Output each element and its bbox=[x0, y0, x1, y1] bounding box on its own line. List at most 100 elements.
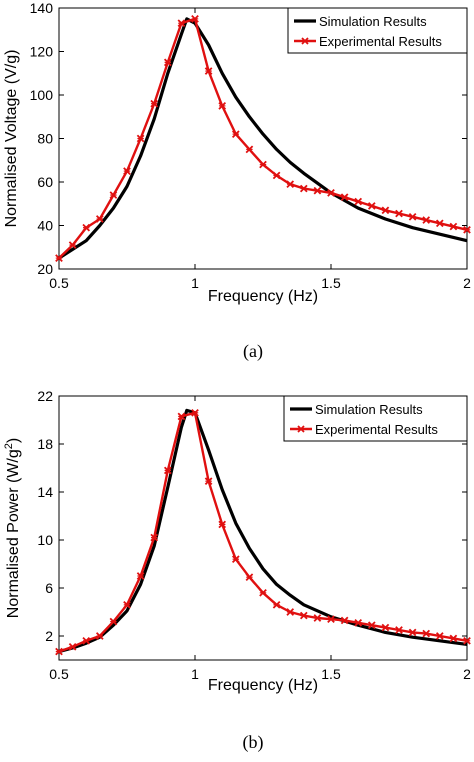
y-tick-label: 20 bbox=[37, 261, 53, 277]
data-point-experimental bbox=[191, 408, 199, 417]
data-point-experimental bbox=[68, 241, 77, 249]
data-point-experimental bbox=[299, 184, 308, 193]
legend-box bbox=[283, 395, 468, 442]
data-point-experimental bbox=[354, 618, 363, 627]
data-point-experimental bbox=[136, 572, 145, 580]
data-point-experimental bbox=[435, 219, 444, 228]
panel-caption: (a) bbox=[243, 341, 263, 362]
data-point-experimental bbox=[82, 223, 91, 232]
y-tick-label: 2 bbox=[45, 628, 53, 644]
data-point-experimental bbox=[82, 636, 91, 645]
data-point-experimental bbox=[136, 134, 145, 143]
y-axis-label: Normalised Voltage (V/g) bbox=[3, 50, 20, 228]
y-tick-label: 100 bbox=[30, 87, 54, 103]
legend-marker bbox=[297, 425, 305, 433]
data-point-experimental bbox=[218, 520, 227, 529]
legend-label: Simulation Results bbox=[319, 14, 427, 29]
series-line-simulation bbox=[58, 17, 468, 260]
series-line-experimental bbox=[58, 17, 468, 259]
data-point-experimental bbox=[422, 629, 431, 638]
y-tick-label: 22 bbox=[37, 388, 53, 404]
legend-marker bbox=[301, 37, 309, 45]
legend: Simulation Results Experimental Results bbox=[287, 7, 468, 54]
data-point-experimental bbox=[381, 206, 390, 215]
x-tick-label: 1 bbox=[191, 275, 199, 291]
data-point-experimental bbox=[327, 189, 335, 197]
legend-label: Experimental Results bbox=[319, 34, 442, 49]
data-point-experimental bbox=[422, 216, 431, 224]
data-point-experimental bbox=[109, 191, 118, 199]
data-point-experimental bbox=[313, 186, 322, 195]
data-point-experimental bbox=[231, 555, 240, 564]
data-point-experimental bbox=[408, 212, 417, 221]
x-tick-label: 1.5 bbox=[321, 666, 341, 682]
data-point-experimental bbox=[191, 15, 199, 23]
data-point-experimental bbox=[177, 19, 186, 28]
data-point-experimental bbox=[123, 167, 131, 175]
data-point-experimental bbox=[286, 180, 295, 189]
data-point-experimental bbox=[55, 647, 63, 656]
data-point-experimental bbox=[218, 102, 227, 110]
data-point-experimental bbox=[204, 67, 213, 75]
data-point-experimental bbox=[231, 130, 240, 138]
data-point-experimental bbox=[95, 215, 104, 223]
y-tick-label: 6 bbox=[45, 580, 53, 596]
x-axis-label: Frequency (Hz) bbox=[208, 288, 318, 305]
y-tick-label: 120 bbox=[30, 44, 54, 60]
data-point-experimental bbox=[463, 226, 471, 234]
series-line-simulation bbox=[58, 408, 468, 654]
data-point-experimental bbox=[367, 621, 376, 630]
y-tick-label: 40 bbox=[37, 218, 53, 234]
data-point-experimental bbox=[408, 628, 417, 637]
data-point-experimental bbox=[395, 626, 403, 634]
x-tick-label: 2 bbox=[463, 275, 471, 291]
x-tick-label: 0.5 bbox=[49, 666, 69, 682]
legend: Simulation Results Experimental Results bbox=[283, 395, 468, 442]
data-point-experimental bbox=[95, 632, 104, 640]
data-point-experimental bbox=[123, 600, 131, 609]
data-point-experimental bbox=[354, 197, 363, 206]
y-axis-label: Normalised Power (W/g2) bbox=[3, 438, 22, 618]
data-point-experimental bbox=[435, 632, 444, 640]
data-point-experimental bbox=[259, 160, 267, 169]
data-point-experimental bbox=[272, 600, 281, 609]
x-tick-label: 1 bbox=[191, 666, 199, 682]
x-axis-label: Frequency (Hz) bbox=[208, 677, 318, 694]
data-point-experimental bbox=[272, 171, 281, 180]
y-tick-label: 18 bbox=[37, 436, 53, 452]
data-point-experimental bbox=[245, 573, 254, 582]
data-point-experimental bbox=[204, 477, 213, 486]
x-tick-label: 1.5 bbox=[321, 275, 341, 291]
legend-label: Experimental Results bbox=[315, 422, 438, 437]
legend-box bbox=[287, 7, 468, 54]
data-point-experimental bbox=[259, 588, 267, 597]
chart-panel-a: 0.5 1 1.5 2 20 40 60 80 100 120 140 Frequency (Hz) N… bbox=[3, 0, 471, 362]
data-point-experimental bbox=[55, 254, 63, 262]
plot-frame bbox=[58, 395, 468, 661]
data-point-experimental bbox=[340, 193, 349, 202]
data-point-experimental bbox=[163, 466, 172, 475]
legend-label: Simulation Results bbox=[315, 402, 423, 417]
data-point-experimental bbox=[299, 611, 308, 620]
data-point-experimental bbox=[449, 634, 458, 643]
data-point-experimental bbox=[245, 145, 254, 154]
y-tick-label: 10 bbox=[37, 532, 53, 548]
data-point-experimental bbox=[327, 615, 335, 624]
data-point-experimental bbox=[340, 616, 349, 625]
data-point-experimental bbox=[286, 608, 295, 616]
y-tick-label: 80 bbox=[37, 131, 53, 147]
data-point-experimental bbox=[150, 533, 159, 542]
x-tick-label: 2 bbox=[463, 666, 471, 682]
data-point-experimental bbox=[163, 58, 172, 67]
y-tick-label: 60 bbox=[37, 174, 53, 190]
data-point-experimental bbox=[150, 99, 159, 108]
panel-caption: (b) bbox=[243, 732, 264, 753]
y-tick-label: 14 bbox=[37, 484, 53, 500]
data-point-experimental bbox=[68, 642, 77, 651]
data-point-experimental bbox=[381, 623, 390, 632]
data-point-experimental bbox=[395, 209, 403, 218]
data-point-experimental bbox=[367, 202, 376, 210]
data-point-experimental bbox=[449, 222, 458, 231]
